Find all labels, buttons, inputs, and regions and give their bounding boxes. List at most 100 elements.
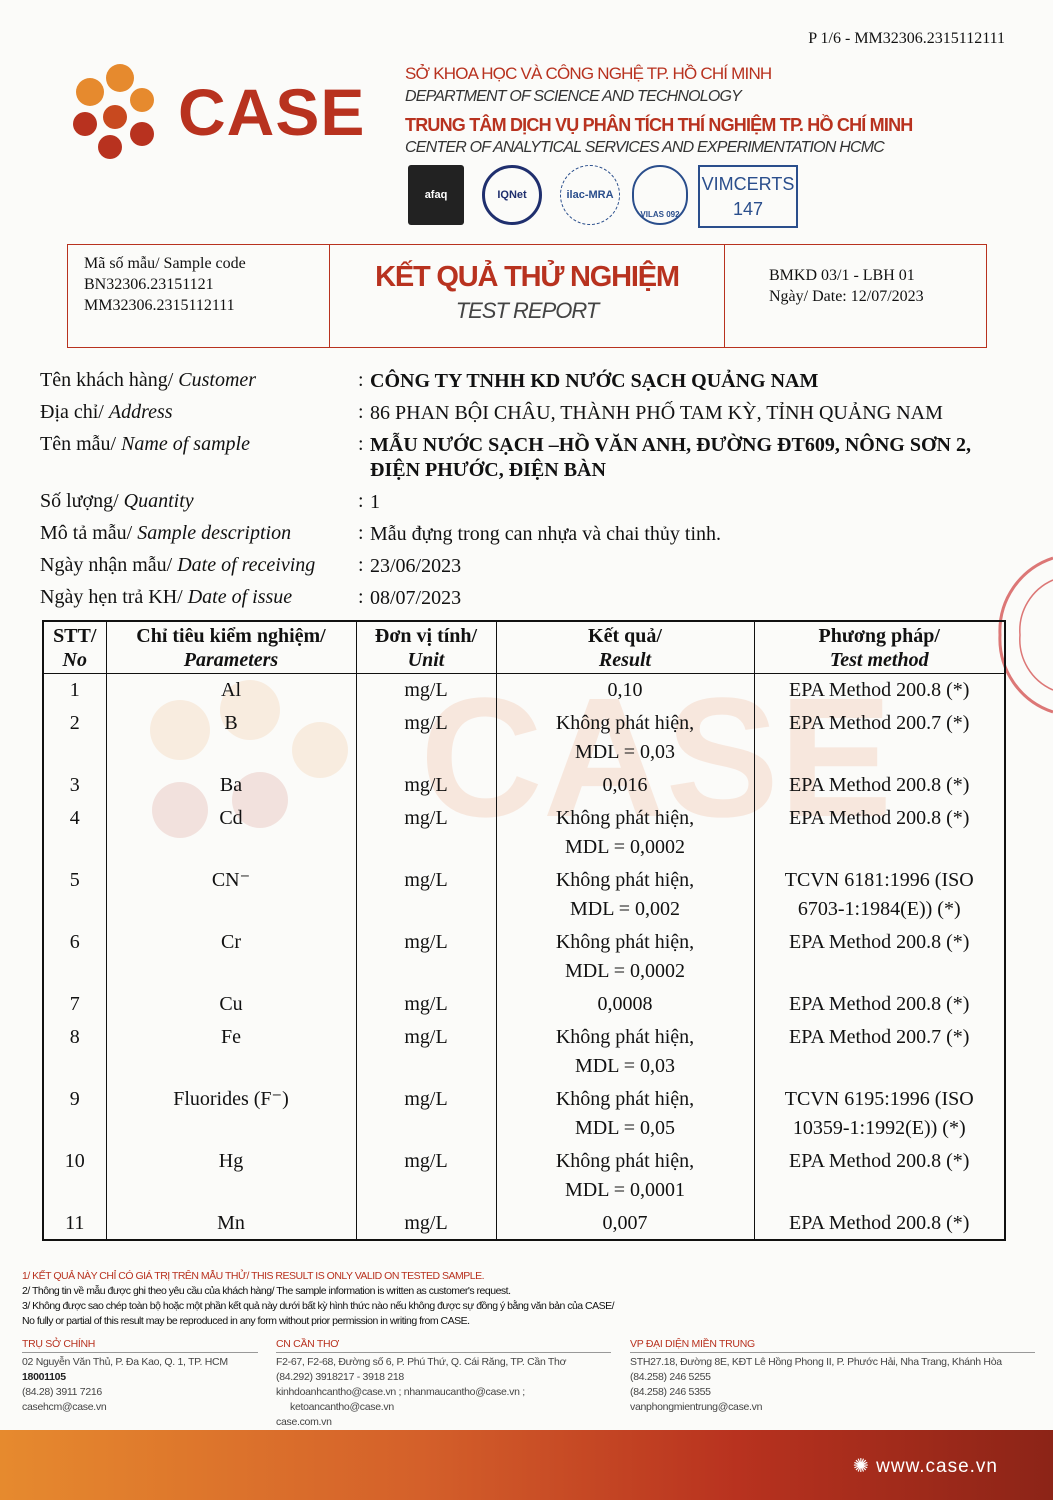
- report-title: KẾT QUẢ THỬ NGHIỆM: [375, 261, 680, 293]
- col-no: STT/No: [42, 621, 107, 674]
- result: 0,0008: [495, 987, 755, 1021]
- unit: mg/L: [355, 768, 497, 802]
- form-code: BMKD 03/1 - LBH 01: [769, 267, 915, 284]
- iqnet-badge: IQNet: [482, 165, 542, 225]
- parameter: Mn: [105, 1206, 357, 1240]
- row-no: 2: [42, 706, 107, 769]
- unit: mg/L: [355, 1144, 497, 1207]
- org-line-2: DEPARTMENT OF SCIENCE AND TECHNOLOGY: [405, 88, 742, 105]
- result: Không phát hiện, MDL = 0,05: [495, 1082, 755, 1145]
- table-row: 9 Fluorides (F⁻) mg/L Không phát hiện, MDL =…: [42, 1082, 1006, 1145]
- parameter: Al: [105, 673, 357, 707]
- unit: mg/L: [355, 801, 497, 864]
- table-row: 4 Cd mg/L Không phát hiện, MDL = 0,0002 EPA M…: [42, 801, 1006, 864]
- unit: mg/L: [355, 1020, 497, 1083]
- parameter: CN⁻: [105, 863, 357, 926]
- ilac-badge: ilac-MRA: [560, 165, 620, 225]
- row-no: 1: [42, 673, 107, 707]
- org-line-3: TRUNG TÂM DỊCH VỤ PHÂN TÍCH THÍ NGHIỆM T…: [405, 115, 913, 135]
- row-no: 10: [42, 1144, 107, 1207]
- vimcerts-label: VIMCERTS: [701, 174, 795, 194]
- org-line-4: CENTER OF ANALYTICAL SERVICES AND EXPERI…: [405, 139, 885, 156]
- vilas-badge: VILAS 092: [632, 165, 688, 225]
- method: EPA Method 200.7 (*): [753, 706, 1006, 769]
- email: casehcm@case.vn: [22, 1401, 107, 1413]
- page-id: P 1/6 - MM32306.2315112111: [808, 30, 1005, 47]
- address: STH27.18, Đường 8E, KĐT Lê Hồng Phong II…: [630, 1356, 1002, 1368]
- table-row: 10 Hg mg/L Không phát hiện, MDL = 0,0001 EPA …: [42, 1144, 1006, 1207]
- results-table: STT/No Chỉ tiêu kiểm nghiệm/Parameters Đ…: [42, 620, 1006, 1241]
- method: EPA Method 200.8 (*): [753, 925, 1006, 988]
- unit: mg/L: [355, 863, 497, 926]
- result: 0,10: [495, 673, 755, 707]
- result: Không phát hiện, MDL = 0,03: [495, 1020, 755, 1083]
- method: EPA Method 200.8 (*): [753, 801, 1006, 864]
- footer-bar: [0, 1430, 1053, 1500]
- fax: (84.258) 246 5355: [630, 1386, 711, 1398]
- org-line-1: SỞ KHOA HỌC VÀ CÔNG NGHỆ TP. HỒ CHÍ MINH: [405, 64, 772, 83]
- unit: mg/L: [355, 706, 497, 769]
- office-hcm: TRỤ SỞ CHÍNH 02 Nguyễn Văn Thủ, P. Đa Ka…: [22, 1337, 258, 1415]
- table-row: 3 Ba mg/L 0,016 EPA Method 200.8 (*): [42, 768, 1006, 802]
- report-date: Ngày/ Date: 12/07/2023: [769, 288, 924, 305]
- col-result: Kết quả/Result: [495, 621, 755, 674]
- email: kinhdoanhcantho@case.vn ; nhanmaucantho@…: [276, 1386, 525, 1398]
- sample-code-label: Mã số mẫu/ Sample code: [84, 255, 246, 272]
- col-method: Phương pháp/Test method: [753, 621, 1006, 674]
- result: Không phát hiện, MDL = 0,002: [495, 863, 755, 926]
- logo-mark-icon: [73, 64, 154, 159]
- row-no: 5: [42, 863, 107, 926]
- address: F2-67, F2-68, Đường số 6, P. Phú Thứ, Q.…: [276, 1356, 567, 1368]
- vimcerts-number: 147: [732, 199, 764, 219]
- row-no: 4: [42, 801, 107, 864]
- report-header-box: Mã số mẫu/ Sample code BN32306.23151121 …: [67, 244, 987, 348]
- website: case.com.vn: [276, 1416, 332, 1428]
- website-link[interactable]: ✺ www.case.vn: [852, 1456, 998, 1477]
- row-no: 8: [42, 1020, 107, 1083]
- result: Không phát hiện, MDL = 0,0001: [495, 1144, 755, 1207]
- col-unit: Đơn vị tính/Unit: [355, 621, 497, 674]
- unit: mg/L: [355, 925, 497, 988]
- unit: mg/L: [355, 1082, 497, 1145]
- note-2: 2/ Thông tin về mẫu được ghi theo yêu cầ…: [22, 1285, 511, 1297]
- report-subtitle: TEST REPORT: [455, 298, 600, 323]
- table-row: 7 Cu mg/L 0,0008 EPA Method 200.8 (*): [42, 987, 1006, 1021]
- method: EPA Method 200.7 (*): [753, 1020, 1006, 1083]
- email: vanphongmientrung@case.vn: [630, 1401, 763, 1413]
- table-row: 1 Al mg/L 0,10 EPA Method 200.8 (*): [42, 673, 1006, 707]
- result: 0,016: [495, 768, 755, 802]
- sample-code-1: BN32306.23151121: [84, 276, 214, 293]
- result: Không phát hiện, MDL = 0,0002: [495, 925, 755, 988]
- parameter: Cd: [105, 801, 357, 864]
- hotline: 18001105: [22, 1371, 66, 1383]
- result: 0,007: [495, 1206, 755, 1240]
- parameter: Hg: [105, 1144, 357, 1207]
- parameter: Cr: [105, 925, 357, 988]
- note-3: 3/ Không được sao chép toàn bộ hoặc một …: [22, 1300, 615, 1312]
- row-no: 3: [42, 768, 107, 802]
- fax: (84.28) 3911 7216: [22, 1386, 102, 1398]
- case-logo: CASE: [70, 62, 370, 162]
- method: EPA Method 200.8 (*): [753, 987, 1006, 1021]
- method: EPA Method 200.8 (*): [753, 768, 1006, 802]
- phone: (84.258) 246 5255: [630, 1371, 711, 1383]
- method: EPA Method 200.8 (*): [753, 1206, 1006, 1240]
- email-2: ketoancantho@case.vn: [290, 1401, 394, 1413]
- table-row: 5 CN⁻ mg/L Không phát hiện, MDL = 0,002 TCVN …: [42, 863, 1006, 926]
- vimcerts-badge: VIMCERTS 147: [698, 165, 798, 228]
- method: EPA Method 200.8 (*): [753, 673, 1006, 707]
- office-cantho: CN CẦN THƠ F2-67, F2-68, Đường số 6, P. …: [276, 1337, 611, 1430]
- unit: mg/L: [355, 673, 497, 707]
- logo-text: CASE: [178, 75, 366, 149]
- table-row: 8 Fe mg/L Không phát hiện, MDL = 0,03 EPA Met…: [42, 1020, 1006, 1083]
- sample-code-2: MM32306.2315112111: [84, 297, 235, 314]
- col-parameters: Chỉ tiêu kiểm nghiệm/Parameters: [105, 621, 357, 674]
- row-no: 6: [42, 925, 107, 988]
- parameter: Fluorides (F⁻): [105, 1082, 357, 1145]
- method: TCVN 6181:1996 (ISO 6703-1:1984(E)) (*): [753, 863, 1006, 926]
- parameter: B: [105, 706, 357, 769]
- result: Không phát hiện, MDL = 0,0002: [495, 801, 755, 864]
- row-no: 7: [42, 987, 107, 1021]
- unit: mg/L: [355, 987, 497, 1021]
